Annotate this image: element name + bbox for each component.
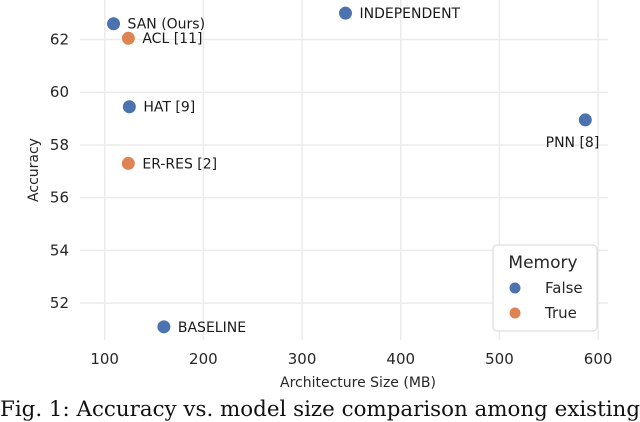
x-tick-label: 400 (386, 350, 415, 368)
point-label: PNN [8] (546, 135, 600, 151)
y-tick-label: 58 (50, 136, 69, 154)
y-tick-label: 52 (50, 294, 69, 312)
y-tick-label: 54 (50, 241, 69, 259)
grid (80, 0, 608, 340)
data-point (120, 30, 136, 46)
data-point (121, 99, 137, 115)
data-point (577, 112, 593, 128)
data-points (106, 5, 593, 335)
point-label: ER-RES [2] (142, 156, 217, 172)
figure-caption: Fig. 1: Accuracy vs. model size comparis… (0, 397, 640, 421)
data-point (337, 5, 353, 21)
x-axis-label: Architecture Size (MB) (280, 375, 436, 391)
point-label: HAT [9] (143, 100, 195, 116)
point-label: SAN (Ours) (128, 17, 206, 33)
x-tick-label: 100 (90, 350, 119, 368)
x-tick-label: 200 (189, 350, 218, 368)
point-label: ACL [11] (142, 31, 202, 47)
legend-marker-true (509, 307, 521, 319)
data-point (156, 319, 172, 335)
legend-title: Memory (508, 253, 577, 273)
y-tick-label: 60 (50, 83, 69, 101)
y-tick-label: 56 (50, 189, 69, 207)
legend-marker-false (509, 282, 521, 294)
ticks: 100 200 300 400 500 600 52 54 56 58 60 62 (50, 31, 613, 368)
point-labels: SAN (Ours) INDEPENDENT ACL [11] HAT [9] PNN … (128, 6, 600, 336)
legend: Memory False True (492, 244, 598, 332)
y-tick-label: 62 (50, 31, 69, 49)
data-point (106, 16, 122, 32)
legend-label-false: False (545, 279, 583, 297)
point-label: INDEPENDENT (359, 6, 460, 22)
x-tick-label: 500 (485, 350, 514, 368)
x-tick-label: 600 (584, 350, 613, 368)
legend-label-true: True (544, 304, 577, 322)
point-label: BASELINE (178, 320, 246, 336)
x-tick-label: 300 (288, 350, 317, 368)
data-point (120, 155, 136, 171)
y-axis-label: Accuracy (26, 138, 42, 202)
